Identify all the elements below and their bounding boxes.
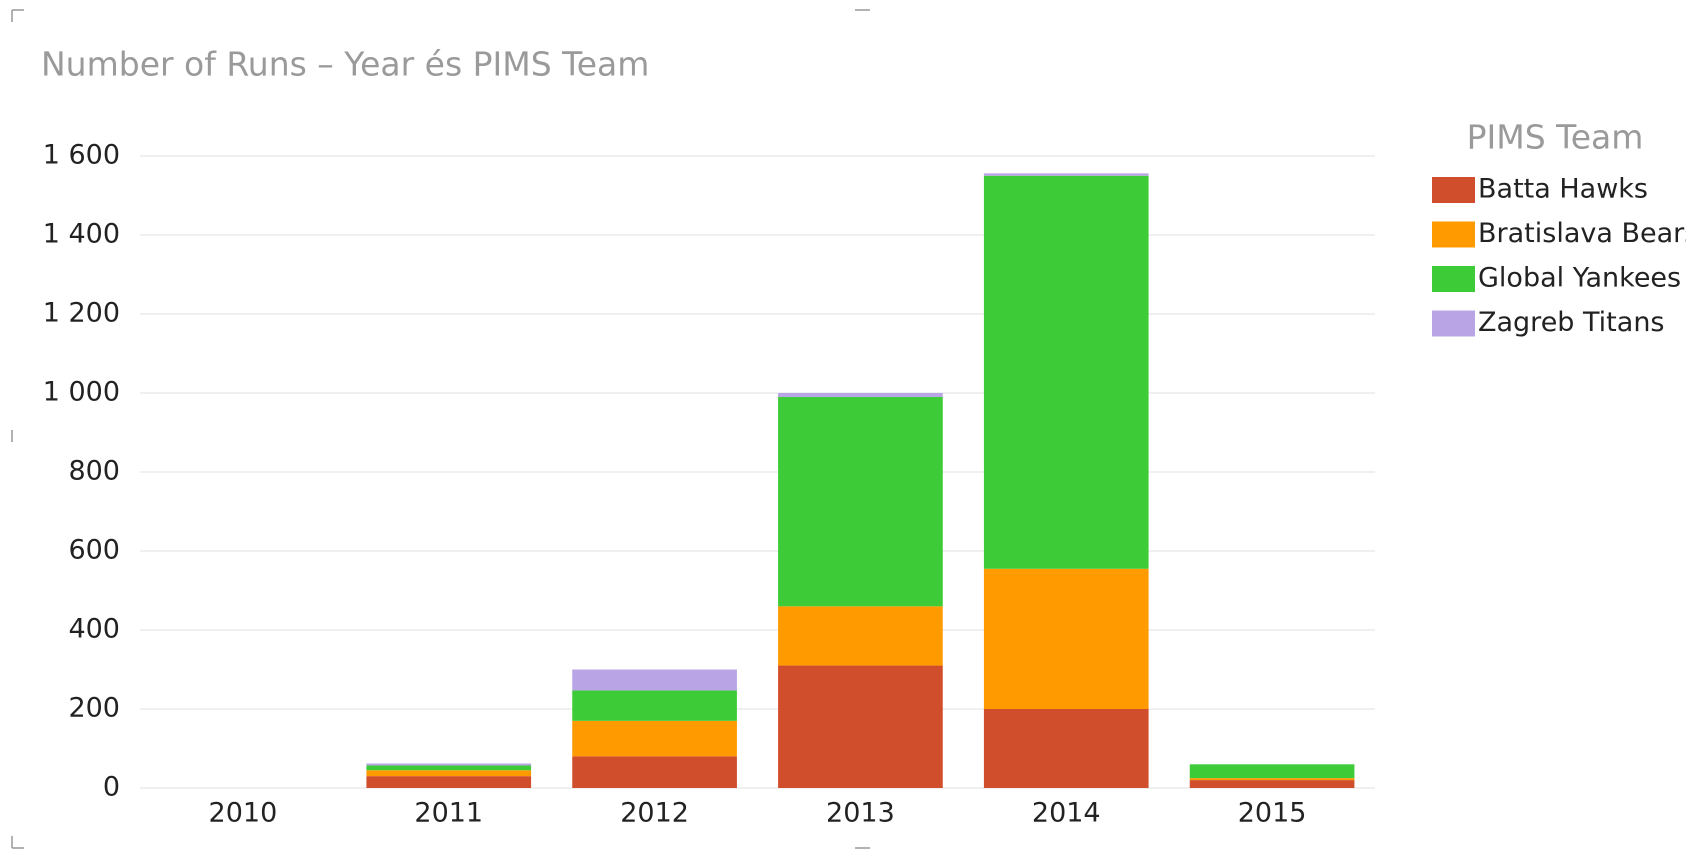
bar-segment bbox=[366, 776, 532, 788]
bar-segment bbox=[572, 669, 737, 691]
x-tick-label: 2015 bbox=[1238, 798, 1307, 829]
x-tick-label: 2013 bbox=[826, 798, 895, 829]
legend-swatch bbox=[1432, 221, 1475, 248]
bar-segment bbox=[366, 770, 532, 777]
y-tick-label: 1 600 bbox=[43, 140, 120, 171]
bar-segment bbox=[366, 765, 532, 771]
y-tick-label: 1 000 bbox=[43, 377, 120, 408]
bar-segment bbox=[778, 396, 943, 607]
legend-swatch bbox=[1432, 177, 1475, 203]
legend-title: PIMS Team bbox=[1467, 118, 1644, 157]
legend-label: Bratislava Bears bbox=[1478, 218, 1686, 249]
y-tick-label: 1 400 bbox=[43, 219, 120, 250]
y-tick-label: 400 bbox=[68, 614, 120, 645]
y-tick-label: 1 200 bbox=[43, 298, 120, 329]
bar-segment bbox=[572, 690, 737, 721]
bar-segment bbox=[1189, 780, 1355, 788]
x-tick-label: 2010 bbox=[209, 798, 278, 829]
bar-segment bbox=[983, 175, 1149, 569]
bar-segment bbox=[572, 720, 737, 757]
legend-swatch bbox=[1432, 266, 1475, 292]
legend-swatch bbox=[1432, 310, 1475, 337]
y-tick-label: 0 bbox=[103, 772, 120, 803]
x-tick-label: 2012 bbox=[620, 798, 689, 829]
y-tick-label: 200 bbox=[68, 693, 120, 724]
y-tick-label: 600 bbox=[68, 535, 120, 566]
bar-segment bbox=[366, 763, 532, 766]
bar-segment bbox=[983, 709, 1149, 788]
chart-title: Number of Runs – Year és PIMS Team bbox=[41, 45, 649, 84]
frame-corners bbox=[11, 9, 870, 849]
legend-label: Zagreb Titans bbox=[1478, 307, 1665, 338]
bar-segment bbox=[778, 665, 943, 788]
bar-segment bbox=[983, 568, 1149, 709]
y-tick-label: 800 bbox=[68, 456, 120, 487]
bar-segment bbox=[778, 393, 943, 397]
bar-segment bbox=[778, 606, 943, 666]
bar-segment bbox=[1189, 764, 1355, 779]
x-tick-label: 2011 bbox=[414, 798, 483, 829]
bar-segment bbox=[572, 756, 737, 788]
x-tick-label: 2014 bbox=[1032, 798, 1101, 829]
legend-label: Batta Hawks bbox=[1478, 174, 1648, 205]
bar-segment bbox=[983, 173, 1149, 176]
legend-label: Global Yankees bbox=[1478, 263, 1681, 294]
bar-segment bbox=[1189, 778, 1355, 781]
